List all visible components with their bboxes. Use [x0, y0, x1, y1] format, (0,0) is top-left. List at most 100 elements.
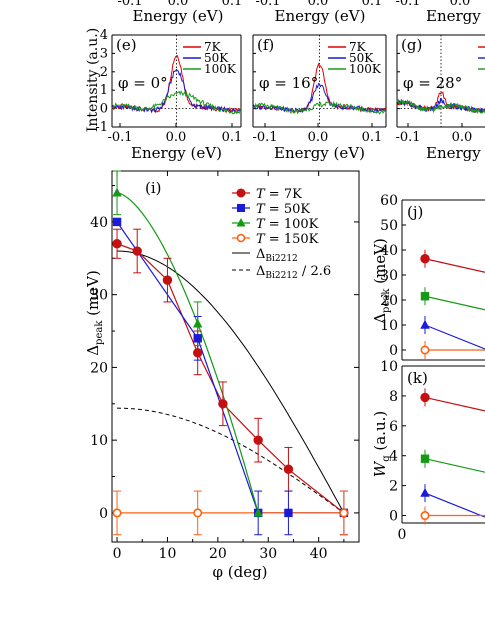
x-tick-label: -0.1 [395, 130, 420, 145]
legend-label: T = 100K [256, 217, 319, 232]
top-tick-label: 0.0 [450, 0, 471, 9]
angle-annotation: φ = 0° [118, 74, 168, 92]
legend-label: 7K [349, 40, 367, 54]
top-tick-label: 0.1 [362, 0, 383, 9]
y-tick-label: 10 [380, 359, 398, 375]
legend-label: 50K [349, 51, 374, 65]
y-tick-label: 10 [380, 318, 398, 334]
y-tick-label: 2 [100, 65, 108, 80]
panel-label: (i) [145, 179, 162, 197]
legend-label: ΔBi2212 [256, 247, 298, 264]
data-point-open-circle [420, 511, 430, 521]
data-point-triangle [112, 187, 122, 197]
x-tick-label: 0.0 [452, 130, 473, 145]
top-strip: -0.1 0.0 0.1 -0.1 0.0 0.1 -0.1 0.0 Energ… [117, 0, 485, 25]
top-tick-label: 0.1 [222, 0, 243, 9]
data-point-open-circle [339, 508, 349, 518]
reference-curve [116, 250, 345, 514]
j-y-label: Δpeak (meV) [371, 238, 392, 324]
y-tick-label: 50 [380, 218, 398, 234]
x-tick-label: 0.1 [222, 130, 243, 145]
data-point-square [420, 292, 430, 301]
spectrum-curve [252, 82, 387, 115]
top-xlabel: Energy (eV) [133, 7, 224, 25]
data-point-circle [420, 392, 430, 403]
legend-label: 100K [349, 62, 382, 76]
intensity-y-label: Intensity (a.u.) [85, 28, 101, 132]
y-tick-label: 0 [99, 506, 108, 522]
x-axis-label: Energy (eV) [274, 144, 365, 162]
panel-label: (j) [407, 203, 423, 221]
data-point-circle [162, 275, 173, 285]
data-point-square [193, 334, 202, 343]
legend-label: 7K [204, 40, 222, 54]
spectrum-curve [111, 68, 241, 114]
series-line [424, 324, 485, 350]
data-point-square [420, 454, 430, 463]
data-point-circle [112, 239, 122, 249]
y-tick-label: 40 [90, 215, 108, 231]
y-tick-label: 10 [90, 433, 108, 449]
panel-label: (g) [401, 36, 422, 54]
y-tick-label: 0 [100, 102, 108, 117]
panel-label: (e) [116, 36, 137, 54]
spectrum-curve [396, 98, 485, 114]
legend-T: T [256, 232, 266, 247]
y-tick-label: 30 [380, 268, 398, 284]
panel-label: (k) [407, 369, 428, 387]
y-tick-label: 20 [380, 293, 398, 309]
legend-suffix: / 2.6 [298, 264, 331, 279]
data-point-square [112, 217, 122, 227]
legend-temp: = 7K [265, 187, 302, 202]
legend-label: 50K [204, 51, 229, 65]
legend-T: T [256, 187, 266, 202]
data-point-square [237, 204, 245, 212]
angle-annotation: φ = 28° [403, 74, 462, 92]
data-point-open-circle [420, 345, 430, 355]
series-line [424, 492, 485, 518]
top-tick-label: -0.1 [395, 0, 420, 9]
y-tick-label: 4 [100, 28, 108, 43]
y-tick-label: 0 [389, 343, 398, 359]
x-tick-label: -0.1 [107, 130, 132, 145]
legend-T: T [256, 217, 266, 232]
top-xlabel: Energy (e [426, 7, 485, 25]
legend-label: ΔBi2212 / 2.6 [256, 264, 331, 281]
y-tick-label: 8 [389, 389, 398, 405]
y-tick-label: 60 [380, 193, 398, 209]
y-tick-label: 20 [90, 360, 108, 376]
legend-label: T = 7K [256, 187, 302, 202]
spectrum-curve [111, 90, 242, 115]
top-xlabel: Energy (eV) [275, 7, 366, 25]
spectrum-curve [252, 100, 387, 115]
series-line [424, 396, 485, 412]
panel-j-gap-vs-temperature: 0 10 20 30 40 50 60 (j) [380, 193, 485, 361]
data-point-circle [283, 464, 294, 474]
series-line [116, 243, 345, 514]
x-tick-label: 40 [310, 546, 328, 562]
legend-temp: = 50K [265, 202, 311, 217]
data-point-open-circle [236, 233, 246, 243]
legend-subscript: Bi2212 [265, 254, 297, 264]
data-point-triangle [420, 319, 430, 329]
y-tick-label: 6 [389, 419, 398, 435]
x-tick-label: -0.1 [252, 130, 277, 145]
panel-label: (f) [257, 36, 274, 54]
data-point-circle [218, 399, 228, 409]
y-tick-label: 3 [100, 46, 108, 61]
data-point-circle [192, 348, 203, 358]
data-point-open-circle [193, 508, 203, 518]
top-tick-label: -0.1 [117, 0, 142, 9]
x-tick-label: 0.0 [308, 130, 329, 145]
x-tick-label: 20 [209, 546, 227, 562]
y-tick-label: 0 [389, 509, 398, 525]
data-point-triangle [253, 507, 263, 517]
data-point-circle [236, 188, 246, 198]
panel-k-weight-vs-temperature: 0 2 4 6 8 10 (k) 0 [380, 359, 485, 543]
x-tick-label: 0 [398, 527, 407, 543]
legend-label: T = 150K [256, 232, 319, 247]
legend-subscript: Bi2212 [265, 271, 297, 281]
